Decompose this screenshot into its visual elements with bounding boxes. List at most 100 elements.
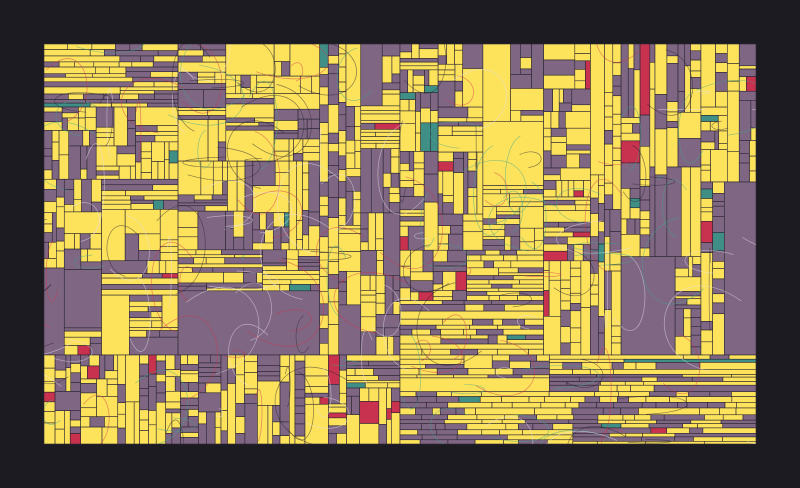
tile (566, 153, 580, 169)
tile (297, 118, 308, 130)
tile (731, 391, 757, 397)
tile (129, 165, 136, 180)
tile (549, 358, 625, 363)
tile (709, 391, 732, 397)
tile (616, 384, 631, 393)
tile (506, 334, 526, 340)
tile (412, 75, 425, 86)
tile (338, 291, 347, 306)
tile (399, 187, 415, 197)
tile (308, 160, 321, 213)
tile (690, 59, 702, 72)
curve (51, 339, 93, 362)
tile (432, 407, 441, 416)
curve (285, 366, 291, 408)
tile (63, 269, 102, 329)
tile (61, 117, 68, 131)
tile (118, 165, 131, 180)
tile (543, 150, 552, 169)
curve (416, 282, 482, 366)
tile (338, 181, 347, 199)
tile (126, 99, 179, 104)
tile (82, 130, 90, 147)
tile (386, 387, 392, 409)
tile (378, 424, 387, 445)
tile (623, 358, 757, 363)
tile (124, 209, 161, 235)
tile (43, 169, 53, 180)
tile (598, 316, 605, 334)
curve (85, 143, 105, 234)
tile (132, 81, 155, 88)
tile (279, 284, 290, 292)
tile (599, 396, 618, 403)
tile (572, 441, 598, 445)
tile (700, 188, 713, 199)
tile (243, 272, 257, 284)
tile (436, 396, 460, 403)
tile (296, 239, 303, 251)
tile (558, 88, 564, 104)
curve (684, 250, 734, 274)
tile (519, 279, 544, 285)
tile (346, 365, 401, 369)
tile (421, 434, 458, 441)
tile (536, 354, 550, 362)
tile (451, 125, 484, 132)
tile (738, 100, 752, 141)
tile (674, 267, 689, 278)
curve (259, 214, 332, 300)
curve (179, 44, 231, 82)
tile (399, 439, 421, 445)
tile (690, 70, 702, 78)
tile (78, 106, 86, 119)
tile (543, 196, 591, 201)
tile (233, 236, 245, 251)
tile (116, 145, 136, 155)
tile (448, 233, 464, 251)
tile (418, 43, 439, 50)
tile (101, 209, 126, 262)
curve (290, 62, 304, 82)
tile (155, 354, 166, 362)
tile (70, 382, 81, 392)
tile (543, 316, 562, 356)
tile (482, 185, 544, 190)
tile (101, 284, 179, 290)
tile (399, 364, 426, 369)
curve (555, 188, 601, 224)
tile (735, 407, 757, 416)
tile (168, 150, 179, 164)
tile (571, 104, 591, 112)
curve (274, 366, 349, 444)
tile (440, 328, 464, 336)
tile (453, 172, 464, 215)
tile (726, 151, 740, 183)
tile (677, 112, 702, 139)
tile (699, 362, 757, 370)
tile (158, 260, 167, 274)
tile (639, 210, 651, 220)
tile (193, 257, 207, 265)
tile (560, 309, 571, 327)
tile (528, 396, 545, 403)
tile (164, 141, 170, 161)
tile (634, 414, 652, 421)
tile (69, 426, 81, 434)
tile (177, 267, 193, 273)
tile (148, 424, 157, 445)
tile (101, 184, 154, 191)
tile (80, 145, 88, 170)
tile (43, 111, 63, 123)
tile (125, 354, 140, 403)
tile (43, 147, 53, 157)
tile (80, 416, 91, 428)
tile (135, 131, 179, 136)
tile (700, 106, 728, 116)
tile (738, 162, 750, 183)
tile (450, 348, 479, 356)
tile (381, 55, 393, 84)
tile (712, 193, 725, 202)
tile (569, 292, 582, 304)
tile (399, 43, 413, 53)
